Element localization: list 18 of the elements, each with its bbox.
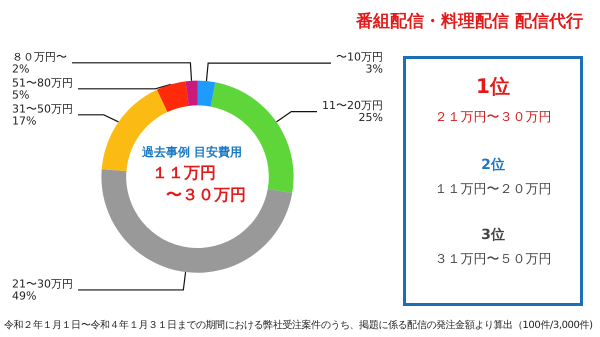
slice-label: ８０万円〜 <box>12 50 67 64</box>
slice-label: 〜10万円 <box>336 50 383 64</box>
data-label: 5% <box>12 88 30 102</box>
data-label: 25% <box>358 111 383 124</box>
text: 令和２年１月１日〜令和４年１月３１日までの期間における弊社受注案件のうち、掲題に係る配信の発注金額より算出（100件/3,000件) <box>4 318 593 332</box>
text: １１万円 <box>152 162 217 182</box>
data-label: 17% <box>12 114 36 128</box>
slice-label: 21〜30万円 <box>12 277 73 290</box>
data-label: 3% <box>366 62 383 76</box>
text: 過去事例 目安費用 <box>142 145 244 160</box>
slice-label: 51〜80万円 <box>12 76 73 90</box>
text: 番組配信・料理配信 配信代行 <box>355 12 584 32</box>
data-label: 49% <box>12 289 36 302</box>
slice-label: 31〜50万円 <box>12 102 73 116</box>
text: 〜３０万円 <box>166 185 246 205</box>
slice-label: 11〜20万円 <box>322 99 383 112</box>
ranking-box: 1位 ２１万円〜３０万円 2位 １１万円〜２０万円 3位 ３１万円〜５０万円 <box>403 56 583 306</box>
data-label: 2% <box>12 62 30 76</box>
